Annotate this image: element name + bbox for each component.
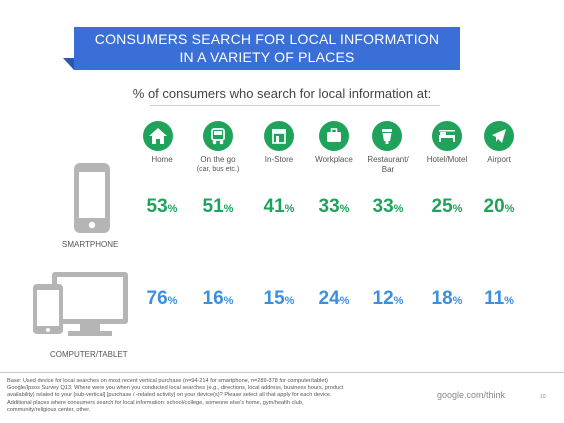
category-label: Workplace bbox=[315, 155, 353, 164]
category-label: On the go bbox=[200, 155, 236, 164]
value-number: 25 bbox=[431, 196, 453, 217]
category-label-airport: Airport bbox=[465, 155, 533, 165]
footnote-line: Base: Used device for local searches on … bbox=[7, 378, 328, 384]
page-title: CONSUMERS SEARCH FOR LOCAL INFORMATION I… bbox=[74, 30, 460, 66]
value-unit: % bbox=[167, 203, 178, 215]
smartphone-value-restaurant: 33% bbox=[354, 196, 422, 218]
value-unit: % bbox=[393, 203, 404, 215]
value-number: 11 bbox=[484, 288, 505, 309]
value-unit: % bbox=[223, 295, 234, 307]
category-label: Hotel/Motel bbox=[426, 155, 468, 164]
banner-background bbox=[74, 27, 460, 70]
restaurant-icon bbox=[372, 121, 402, 151]
page-number: 10 bbox=[540, 394, 546, 400]
value-number: 33 bbox=[372, 196, 394, 217]
smartphone-value-in-store: 41% bbox=[245, 196, 313, 218]
smartphone-icon bbox=[74, 163, 110, 233]
computer-tablet-label: COMPUTER/TABLET bbox=[50, 350, 128, 359]
value-unit: % bbox=[452, 295, 463, 307]
value-unit: % bbox=[504, 203, 515, 215]
banner-fold bbox=[63, 58, 74, 70]
computer-value-home: 76% bbox=[128, 288, 196, 310]
category-label: Airport bbox=[487, 155, 511, 164]
computer-value-in-store: 15% bbox=[245, 288, 313, 310]
computer-value-restaurant: 12% bbox=[354, 288, 422, 310]
category-label-hotel: Hotel/Motel bbox=[413, 155, 481, 165]
value-number: 53 bbox=[146, 196, 168, 217]
category-label: Restaurant/ bbox=[367, 155, 409, 164]
value-unit: % bbox=[452, 203, 463, 215]
value-number: 20 bbox=[483, 196, 505, 217]
value-unit: % bbox=[167, 295, 178, 307]
value-unit: % bbox=[223, 203, 234, 215]
brand-url: google.com/think bbox=[437, 390, 506, 400]
car-icon bbox=[203, 121, 233, 151]
smartphone-value-on-the-go: 51% bbox=[184, 196, 252, 218]
value-unit: % bbox=[393, 295, 404, 307]
computer-value-on-the-go: 16% bbox=[184, 288, 252, 310]
footnote-line: community/religious center, other. bbox=[7, 406, 91, 413]
value-unit: % bbox=[284, 295, 295, 307]
value-number: 12 bbox=[372, 288, 394, 309]
category-label-home: Home bbox=[128, 155, 196, 165]
computer-value-hotel: 18% bbox=[413, 288, 481, 310]
value-number: 24 bbox=[318, 288, 340, 309]
title-line-1: CONSUMERS SEARCH FOR LOCAL INFORMATION bbox=[94, 31, 440, 47]
category-label-restaurant: Restaurant/Bar bbox=[354, 155, 422, 174]
bed-icon bbox=[432, 121, 462, 151]
smartphone-value-airport: 20% bbox=[465, 196, 533, 218]
value-unit: % bbox=[339, 295, 350, 307]
computer-value-workplace: 24% bbox=[300, 288, 368, 310]
footnote: Base: Used device for local searches on … bbox=[7, 378, 425, 414]
value-number: 76 bbox=[146, 288, 168, 309]
smartphone-value-home: 53% bbox=[128, 196, 196, 218]
category-label-in-store: In-Store bbox=[245, 155, 313, 165]
value-number: 16 bbox=[202, 288, 224, 309]
home-icon bbox=[143, 121, 173, 151]
category-sublabel: Bar bbox=[381, 164, 395, 174]
smartphone-label: SMARTPHONE bbox=[62, 240, 119, 249]
value-number: 18 bbox=[431, 288, 453, 309]
footer-divider bbox=[0, 372, 564, 373]
computer-value-airport: 11% bbox=[465, 288, 533, 310]
footnote-line: availability) related to your [sub-verti… bbox=[7, 392, 332, 399]
category-label: In-Store bbox=[264, 155, 294, 164]
footnote-line: Additional places where consumers search… bbox=[7, 399, 304, 406]
value-number: 33 bbox=[318, 196, 340, 217]
value-unit: % bbox=[284, 203, 295, 215]
computer-tablet-icon bbox=[33, 272, 128, 336]
category-sublabel: (car, bus etc.) bbox=[196, 165, 240, 173]
category-label: Home bbox=[151, 155, 173, 164]
subtitle: % of consumers who search for local info… bbox=[132, 86, 432, 101]
category-label-workplace: Workplace bbox=[300, 155, 368, 165]
store-icon bbox=[264, 121, 294, 151]
smartphone-value-hotel: 25% bbox=[413, 196, 481, 218]
value-unit: % bbox=[339, 203, 350, 215]
footnote-line: Google/Ipsos Survey Q13. Where were you … bbox=[7, 385, 344, 392]
title-line-2: IN A VARIETY OF PLACES bbox=[179, 49, 355, 65]
value-number: 41 bbox=[263, 196, 285, 217]
briefcase-icon bbox=[319, 121, 349, 151]
smartphone-value-workplace: 33% bbox=[300, 196, 368, 218]
value-unit: % bbox=[504, 295, 514, 307]
subtitle-divider bbox=[150, 105, 440, 106]
category-label-on-the-go: On the go (car, bus etc.) bbox=[184, 155, 252, 174]
value-number: 51 bbox=[202, 196, 224, 217]
value-number: 15 bbox=[263, 288, 285, 309]
airplane-icon bbox=[484, 121, 514, 151]
